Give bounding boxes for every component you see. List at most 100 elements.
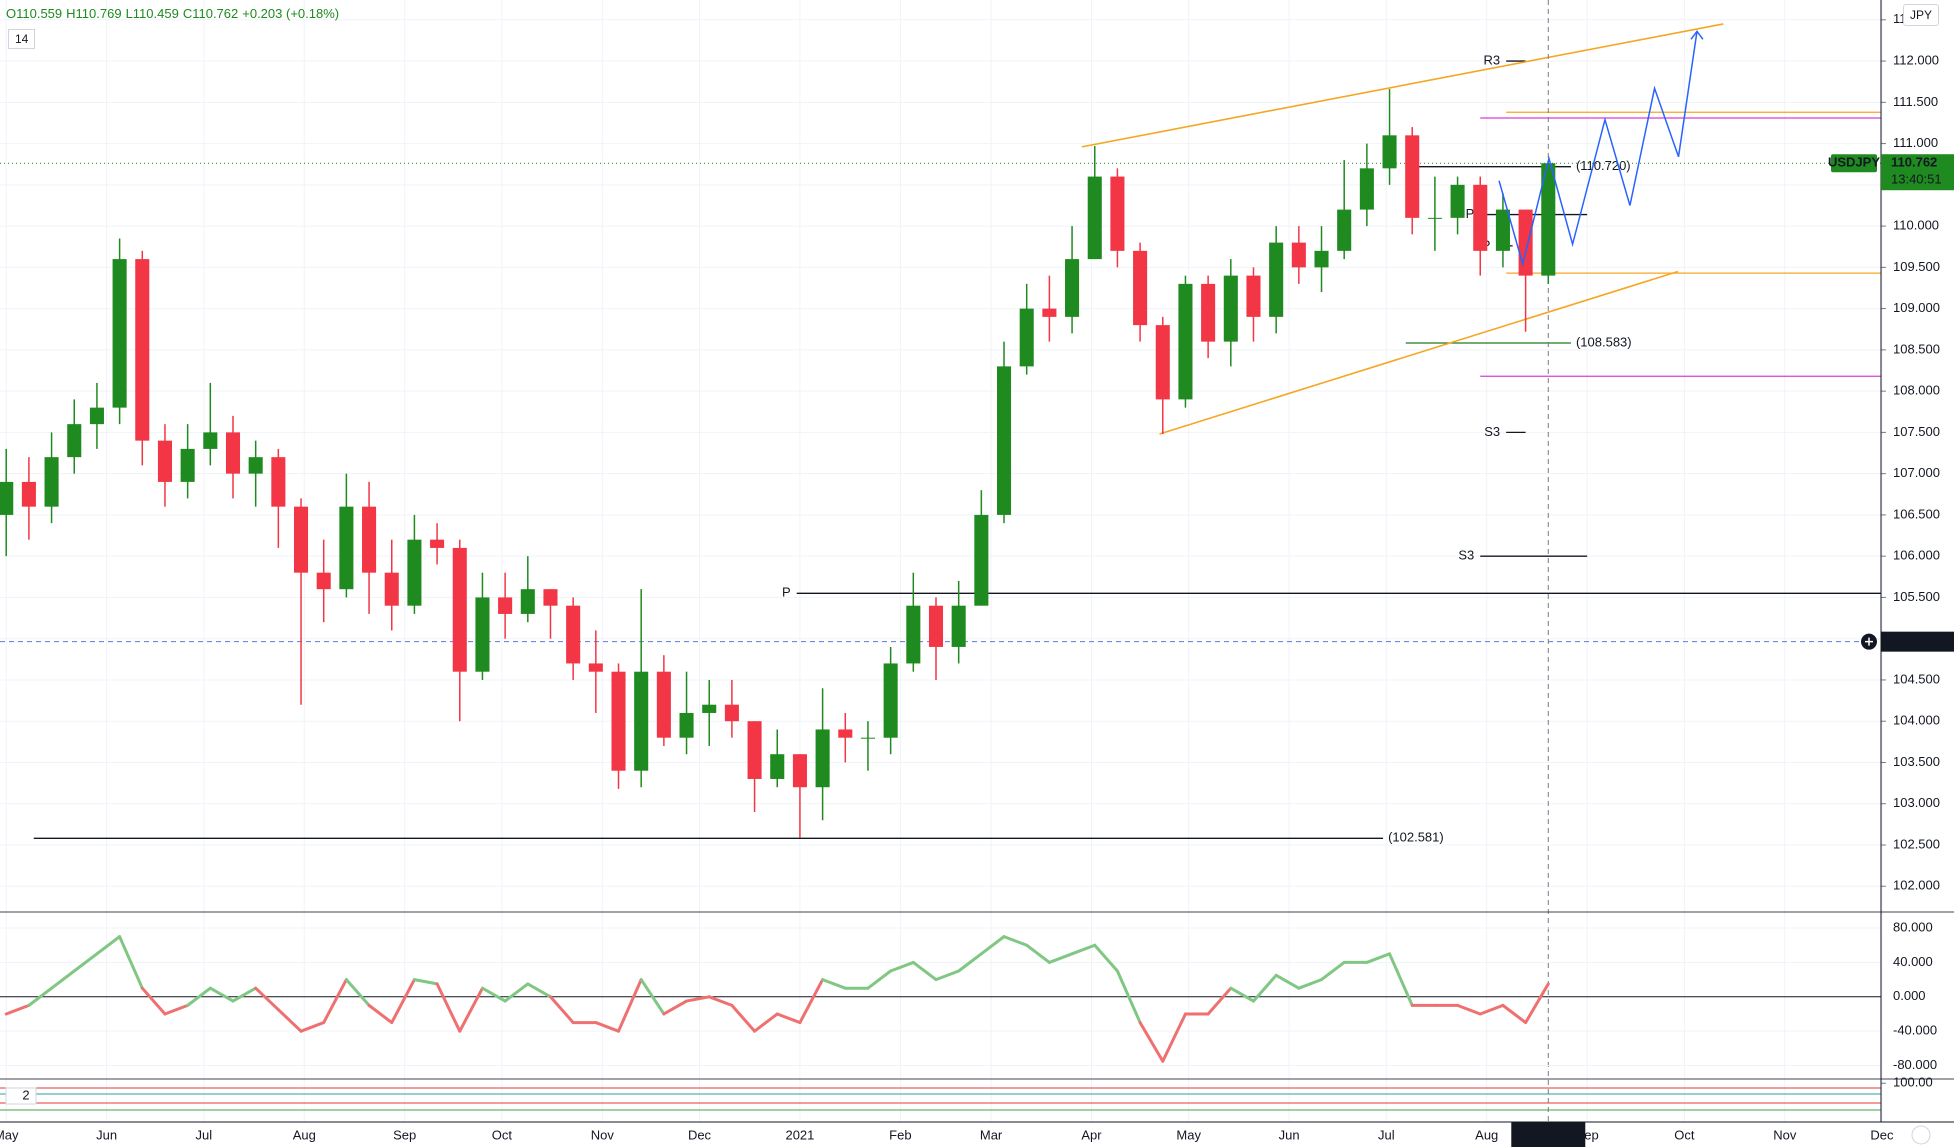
oscillator-segment [1070,943,1097,956]
candle-body [860,737,875,739]
level-label: (102.581) [1388,830,1444,845]
y-tick-label: 110.000 [1893,218,1939,233]
x-tick-label: May [0,1127,19,1142]
oscillator-segment [889,960,915,973]
y-tick-label: 111.000 [1893,135,1938,150]
candle-body [951,605,966,647]
candle-body [1065,259,1080,317]
candle-body [996,366,1012,515]
projection-arrow [1690,30,1704,40]
oscillator-segment [1002,935,1029,947]
x-tick-label: Nov [1773,1127,1797,1142]
candle-body [1473,184,1488,251]
y-tick-label: 111.500 [1893,94,1938,109]
oscillator-segment [1478,1003,1505,1016]
y-tick-label: 103.000 [1893,795,1940,810]
ohlc-header: O110.559 H110.769 L110.459 C110.762 +0.203 (… [6,6,343,21]
y-tick-label: 109.500 [1893,259,1940,274]
level-label: P [782,585,791,600]
x-tick-label: Sep [393,1127,416,1142]
oscillator-segment [276,1008,303,1033]
candle-body [203,432,218,449]
indicator-toggle[interactable]: 14 [8,29,36,49]
oscillator-segment [1524,982,1550,1025]
oscillator-segment [526,982,552,999]
oscillator-segment [639,978,666,1016]
y-tick-label: 106.500 [1893,506,1940,521]
oscillator-segment [254,986,280,1012]
oscillator-segment [1138,1021,1165,1063]
oscillator-segment [458,986,484,1033]
candle-body [1405,135,1420,218]
crosshair-price-badge [1881,631,1954,652]
y-tick-label: 102.000 [1893,878,1940,893]
currency-button[interactable]: JPY [1903,4,1940,26]
oscillator-segment [685,995,711,1003]
oscillator-segment [208,986,235,1003]
trend-line [1081,23,1724,148]
candle-body [1133,250,1148,326]
y-tick-label: 109.000 [1893,300,1940,315]
candle-body [1427,217,1442,219]
x-tick-label: Aug [293,1127,316,1142]
candle-body [0,481,14,515]
oscillator-segment [435,982,462,1033]
oscillator-segment [503,982,530,1003]
candle-body [135,259,150,441]
x-tick-label: Jun [1279,1127,1300,1142]
oscillator-segment [662,999,689,1016]
oscillator-segment [1161,1012,1187,1063]
candle-body [747,721,762,779]
oscillator-segment [390,978,416,1025]
y-tick-label: -40.000 [1893,1023,1937,1038]
level-label: R3 [1484,53,1501,68]
oscillator-segment [1456,1003,1482,1016]
candle-body [407,539,422,606]
x-tick-label: Jul [1378,1127,1395,1142]
candle-body [1178,283,1193,400]
oscillator-segment [27,986,54,1007]
level-label: S3 [1484,424,1500,439]
trend-line [1159,270,1679,435]
oscillator-segment [1047,952,1074,964]
oscillator-segment [1501,1003,1528,1025]
y-tick-label: 80.000 [1893,919,1933,934]
oscillator-segment [1229,986,1255,1003]
candle-body [634,671,649,771]
oscillator-segment [775,1012,802,1025]
x-tick-label: May [1176,1127,1201,1142]
oscillator-segment [50,969,76,990]
oscillator-segment [730,1003,757,1033]
last-price-badge [1881,154,1954,191]
candle-body [928,605,944,647]
candle-body [906,605,921,664]
candle-body [1495,209,1510,251]
oscillator-segment [1297,978,1324,990]
indicator-label-box [5,1087,37,1105]
candle-body [611,671,626,771]
candle-body [112,259,127,408]
oscillator-segment [753,1012,779,1033]
candle-body [452,547,467,672]
x-tick-label: Oct [1674,1127,1695,1142]
candle-body [702,704,717,713]
candle-body [1337,209,1352,251]
oscillator-segment [821,978,847,990]
oscillator-segment [186,986,212,1007]
currency: JPY [1910,8,1933,22]
y-tick-label: 104.500 [1893,671,1940,686]
y-tick-label: 40.000 [1893,954,1933,969]
level-label: S3 [1458,548,1474,563]
oscillator-segment [1388,952,1414,1007]
x-tick-label: Jul [196,1127,213,1142]
candle-body [1382,135,1397,169]
level-label: P [1466,206,1475,221]
x-tick-label: Oct [492,1127,513,1142]
x-tick-label: Aug [1475,1127,1498,1142]
oscillator-segment [594,1021,621,1033]
candle-body [792,754,807,788]
auto-scale-button[interactable] [1911,1125,1931,1145]
candle-body [883,663,898,738]
